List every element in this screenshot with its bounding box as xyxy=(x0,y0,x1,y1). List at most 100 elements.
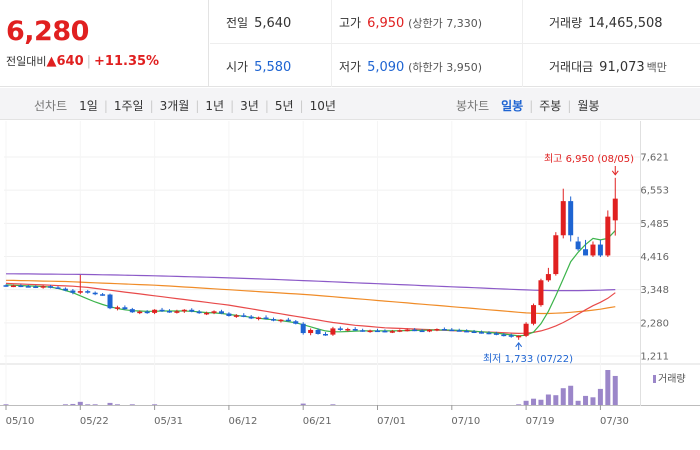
tab-separator: | xyxy=(103,99,108,113)
candle-body xyxy=(3,285,9,287)
tab-line-2[interactable]: 3개월 xyxy=(159,99,190,113)
candle-body xyxy=(531,305,537,324)
candle-body xyxy=(308,329,314,334)
tab-line-1[interactable]: 1주일 xyxy=(113,99,144,113)
prev-close-label: 전일 xyxy=(226,16,249,30)
change-value: ▲640 xyxy=(46,54,84,69)
candle-body xyxy=(404,329,410,332)
candle-body xyxy=(337,328,343,330)
candle-body xyxy=(427,329,433,332)
open-cell: 시가 5,580 xyxy=(226,58,291,75)
candle-body xyxy=(107,294,113,309)
candle-body xyxy=(70,290,76,293)
tab-candle-0[interactable]: 일봉 xyxy=(501,99,524,113)
candle-body xyxy=(471,331,477,334)
volume-bar xyxy=(107,402,113,405)
current-price: 6,280 xyxy=(6,16,89,47)
open-label: 시가 xyxy=(226,60,249,74)
low-label: 저가 xyxy=(339,60,362,74)
candle-body xyxy=(114,307,120,309)
y-tick-label: 2,280 xyxy=(640,318,669,329)
candle-body xyxy=(100,294,106,296)
candle-body xyxy=(270,319,276,321)
volume-cell: 거래량 14,465,508 xyxy=(549,14,663,31)
candle-body xyxy=(285,319,291,322)
tab-separator: | xyxy=(567,99,572,113)
candle-chart-tabs: 봉차트 일봉 | 주봉 | 월봉 xyxy=(456,97,600,114)
candle-body xyxy=(597,244,603,256)
tab-line-5[interactable]: 5년 xyxy=(274,99,294,113)
y-tick-label: 3,348 xyxy=(640,285,669,296)
high-value: 6,950 xyxy=(367,16,405,31)
candle-body xyxy=(516,335,522,338)
candle-body xyxy=(493,333,499,335)
candle-body xyxy=(389,331,395,333)
low-arrow-head xyxy=(515,341,523,348)
tab-line-0[interactable]: 1일 xyxy=(79,99,98,113)
low-cell: 저가 5,090 (하한가 3,950) xyxy=(339,58,482,75)
volume-label: 거래량 xyxy=(549,16,583,30)
chart-background xyxy=(0,121,700,450)
candle-body xyxy=(278,319,284,322)
ma120-line xyxy=(6,273,616,292)
volume-bar xyxy=(92,404,98,405)
x-tick-label: 06/12 xyxy=(228,416,257,427)
upper-limit: (상한가 7,330) xyxy=(408,17,483,30)
candle-body xyxy=(375,330,380,333)
candle-body xyxy=(48,286,54,288)
x-tick-label: 05/22 xyxy=(80,416,109,427)
tab-line-3[interactable]: 1년 xyxy=(205,99,225,113)
tab-separator: | xyxy=(264,99,269,113)
candle-body xyxy=(583,249,589,256)
candle-body xyxy=(508,335,514,337)
candle-body xyxy=(382,330,388,333)
high-arrow-head xyxy=(611,170,619,176)
line-chart-label: 선차트 xyxy=(34,99,68,113)
candle-body xyxy=(129,309,135,313)
candle-body xyxy=(412,329,418,332)
volume-bar xyxy=(114,404,120,405)
volume-bar xyxy=(70,403,76,405)
volume-bar xyxy=(583,395,589,405)
volume-bar xyxy=(85,404,91,405)
candle-body xyxy=(322,333,328,336)
candle-body xyxy=(181,309,187,312)
volume-bar xyxy=(597,388,603,405)
candle-body xyxy=(464,330,470,333)
chart-tabs-bar: 선차트 1일 | 1주일 | 3개월 | 1년 | 3년 | 5년 | 10년 봉차트 일봉 | 주봉 | 월봉 xyxy=(0,88,700,120)
tab-separator: | xyxy=(529,99,534,113)
candle-body xyxy=(575,241,581,250)
ma60-line xyxy=(5,279,616,315)
low-value: 5,090 xyxy=(367,60,405,75)
lower-limit: (하한가 3,950) xyxy=(408,61,483,74)
volume-bar xyxy=(575,400,581,405)
candle-body xyxy=(486,332,492,335)
candle-body xyxy=(330,328,336,335)
tab-candle-1[interactable]: 주봉 xyxy=(539,99,562,113)
candle-body xyxy=(189,309,195,312)
candle-body xyxy=(256,317,262,320)
volume-bar xyxy=(330,404,336,405)
candle-body xyxy=(218,311,224,314)
volume-bar xyxy=(560,388,566,405)
volume-bar xyxy=(531,398,537,405)
candle-body xyxy=(553,235,559,275)
candle-body xyxy=(55,287,61,289)
y-tick-label: 5,485 xyxy=(640,219,669,230)
tab-line-6[interactable]: 10년 xyxy=(309,99,336,113)
volume-value: 14,465,508 xyxy=(588,16,663,31)
tab-line-4[interactable]: 3년 xyxy=(240,99,259,113)
ma20-line xyxy=(5,282,616,335)
volume-bar xyxy=(3,404,9,405)
high-cell: 고가 6,950 (상한가 7,330) xyxy=(339,14,482,31)
volume-bar xyxy=(545,394,551,405)
candle-body xyxy=(605,216,611,256)
candle-body xyxy=(560,201,566,236)
candle-body xyxy=(144,311,150,314)
volume-bar xyxy=(523,400,529,405)
change-percent: +11.35% xyxy=(94,54,160,69)
volume-bar xyxy=(152,404,158,405)
candle-body xyxy=(441,329,447,331)
volume-bar xyxy=(590,397,596,405)
tab-candle-2[interactable]: 월봉 xyxy=(577,99,600,113)
